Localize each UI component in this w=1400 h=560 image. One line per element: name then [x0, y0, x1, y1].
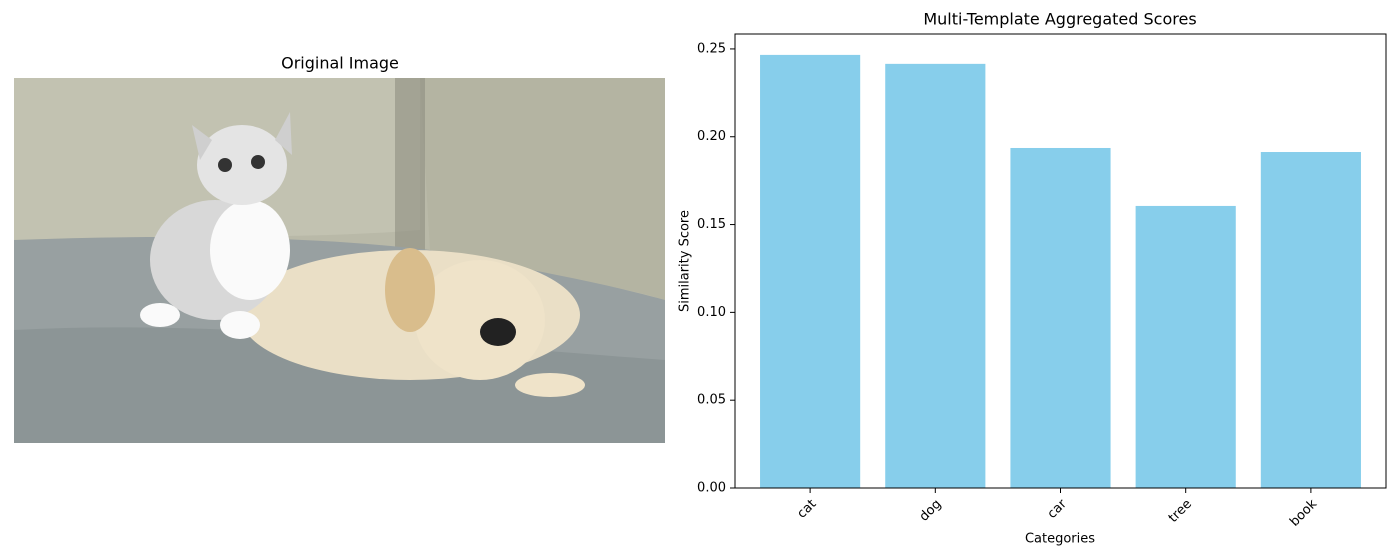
x-axis-label: Categories [1025, 532, 1095, 547]
y-tick-label: 0.00 [697, 481, 726, 496]
image-title: Original Image [281, 54, 399, 73]
y-tick-label: 0.05 [697, 393, 726, 408]
x-tick-label: car [1045, 496, 1071, 522]
x-tick-label: book [1287, 496, 1320, 529]
bar [1260, 152, 1361, 488]
y-tick-label: 0.10 [697, 305, 726, 320]
bar [1010, 147, 1111, 488]
x-tick-label: dog [917, 497, 945, 525]
y-axis-label: Similarity Score [678, 210, 693, 312]
bar [760, 54, 861, 488]
y-tick-label: 0.20 [697, 129, 726, 144]
axes-frame [734, 33, 1387, 489]
chart-title: Multi-Template Aggregated Scores [923, 10, 1196, 29]
y-tick-label: 0.15 [697, 217, 726, 232]
photo [14, 78, 665, 443]
x-tick-label: tree [1166, 497, 1195, 526]
y-tick-label: 0.25 [697, 41, 726, 56]
bar [1135, 205, 1236, 488]
bar [885, 63, 986, 488]
x-tick-label: cat [795, 497, 820, 522]
